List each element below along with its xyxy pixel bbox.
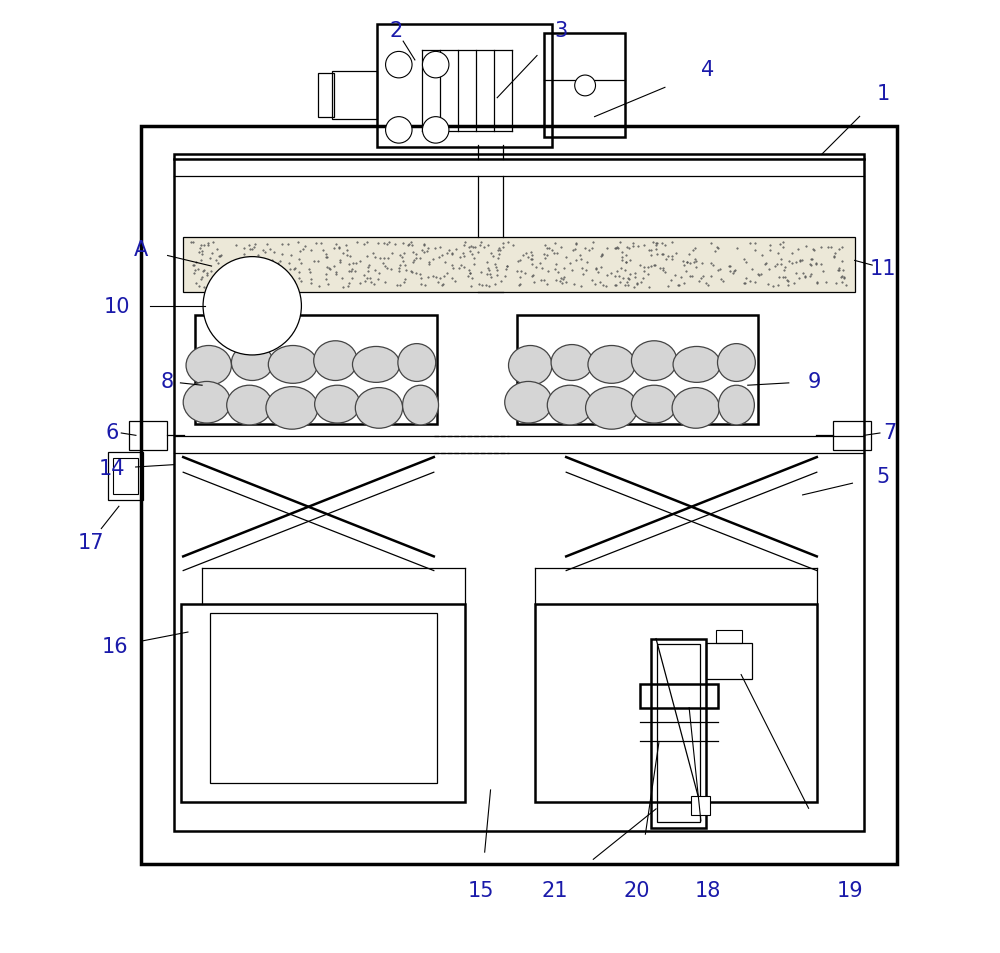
Bar [544,34,625,138]
Text: 4: 4 [701,60,715,80]
Ellipse shape [231,345,273,381]
Bar [108,453,143,500]
Bar [141,127,897,863]
Bar [129,422,167,450]
Text: 7: 7 [883,422,896,442]
Ellipse shape [588,346,635,384]
Ellipse shape [505,382,552,423]
Ellipse shape [314,341,357,381]
Ellipse shape [403,386,439,425]
Circle shape [575,76,596,97]
Bar [377,25,552,148]
Circle shape [422,117,449,144]
Ellipse shape [631,341,677,381]
Bar [691,796,710,815]
Text: 20: 20 [624,881,650,901]
Text: 8: 8 [161,372,174,392]
Ellipse shape [551,345,593,381]
Bar [332,72,377,119]
Bar [181,604,465,802]
Ellipse shape [315,386,360,423]
Ellipse shape [672,388,719,429]
Ellipse shape [631,386,677,423]
Text: 21: 21 [542,881,568,901]
Bar [706,643,752,679]
Ellipse shape [352,347,400,383]
Text: 3: 3 [555,21,568,41]
Bar [195,315,437,424]
Text: 10: 10 [104,296,130,316]
Circle shape [386,52,412,79]
Bar [535,604,817,802]
Ellipse shape [268,346,317,384]
Bar [174,155,864,831]
Ellipse shape [266,387,318,430]
Bar [113,458,138,495]
Bar [640,684,718,708]
Bar [183,237,855,293]
Ellipse shape [227,386,272,425]
Text: 9: 9 [807,372,821,392]
Bar [651,639,706,828]
Ellipse shape [718,344,755,382]
Text: 6: 6 [106,422,119,442]
Text: 16: 16 [102,637,128,657]
Text: 2: 2 [389,21,403,41]
Text: 17: 17 [77,533,104,553]
Ellipse shape [183,382,230,423]
Circle shape [203,257,301,355]
Ellipse shape [509,346,552,386]
Ellipse shape [673,347,720,383]
Text: 19: 19 [837,881,863,901]
Text: 11: 11 [870,258,896,278]
Ellipse shape [355,388,403,429]
Text: 18: 18 [695,881,721,901]
Bar [210,614,437,783]
Ellipse shape [547,386,593,425]
Ellipse shape [718,386,754,425]
Text: 1: 1 [876,84,890,104]
Bar [833,422,871,450]
Bar [318,74,334,117]
Text: 14: 14 [99,459,126,479]
Text: A: A [134,240,148,260]
Ellipse shape [586,387,638,430]
Circle shape [422,52,449,79]
Ellipse shape [398,344,436,382]
Bar [657,644,700,822]
Circle shape [386,117,412,144]
Text: 15: 15 [468,881,494,901]
Bar [716,631,742,643]
Ellipse shape [186,346,231,386]
Text: 5: 5 [876,467,890,486]
Bar [517,315,758,424]
